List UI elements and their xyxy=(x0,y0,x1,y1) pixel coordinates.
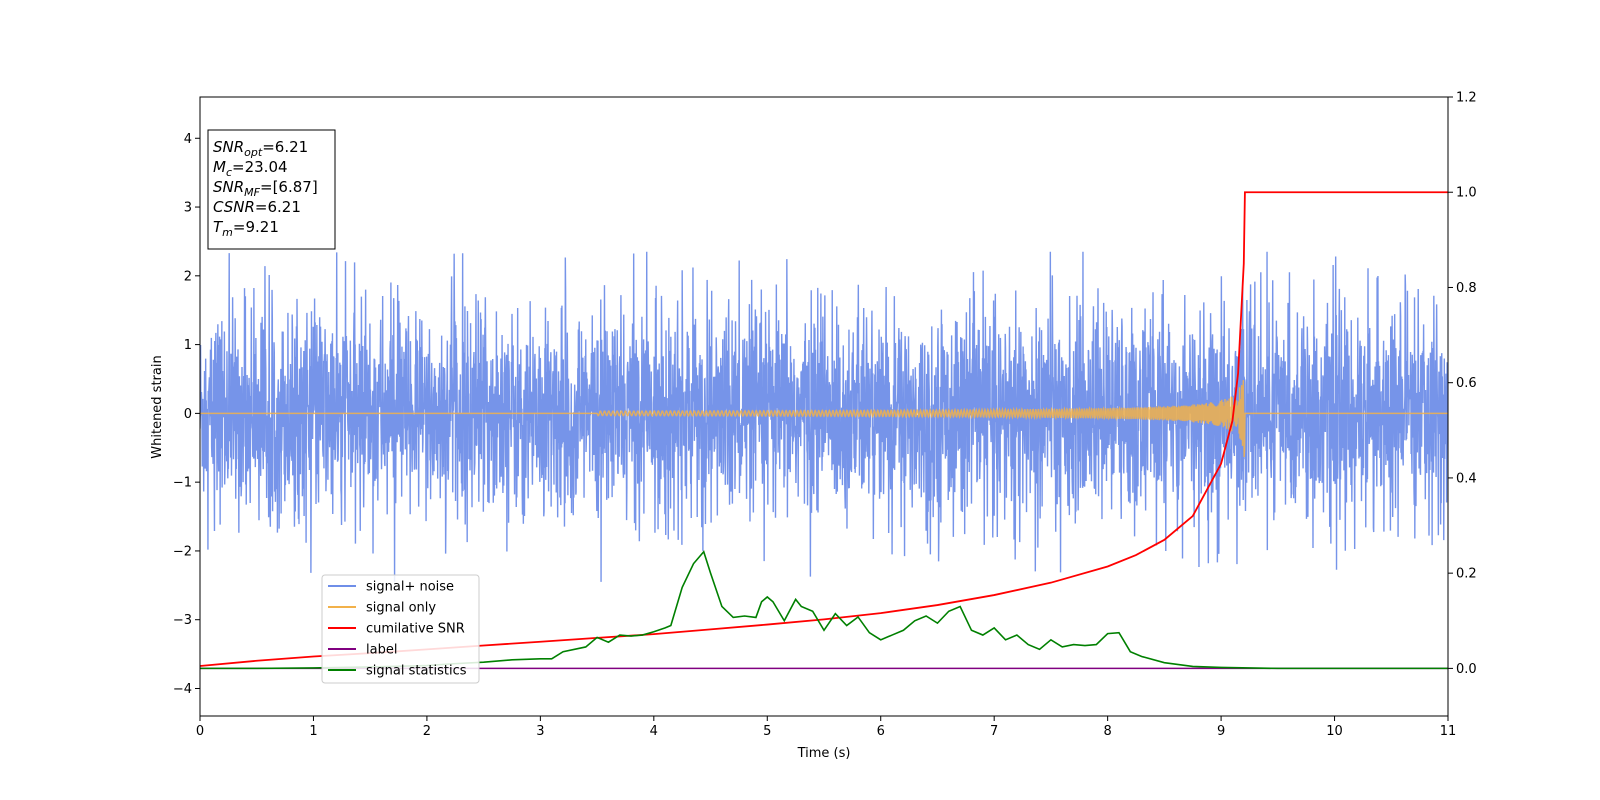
x-tick-label: 0 xyxy=(196,724,204,739)
info-line: Mc=23.04 xyxy=(213,158,288,179)
y-tick-label: 4 xyxy=(184,132,192,147)
x-tick-label: 5 xyxy=(763,724,771,739)
y2-tick-label: 0.2 xyxy=(1456,567,1477,582)
y-tick-label: −3 xyxy=(173,613,192,628)
y-tick-label: 2 xyxy=(184,269,192,284)
y-tick-label: 0 xyxy=(184,407,192,422)
y-tick-label: −1 xyxy=(173,476,192,491)
y2-tick-label: 1.2 xyxy=(1456,91,1477,106)
series-signal-noise-line xyxy=(200,251,1448,582)
info-line: Tm=9.21 xyxy=(213,218,279,239)
x-tick-label: 7 xyxy=(990,724,998,739)
info-line: SNRopt=6.21 xyxy=(213,138,308,159)
legend-label: cumilative SNR xyxy=(366,622,465,637)
info-line: SNRMF=[6.87] xyxy=(213,178,318,199)
info-box: SNRopt=6.21Mc=23.04SNRMF=[6.87]CSNR=6.21… xyxy=(207,129,336,250)
y-tick-label: 3 xyxy=(184,201,192,216)
y2-tick-label: 1.0 xyxy=(1456,186,1477,201)
x-tick-label: 2 xyxy=(423,724,431,739)
legend: signal+ noise signal only cumilative SNR la… xyxy=(321,574,480,684)
legend-label: signal only xyxy=(366,601,436,616)
y2-tick-label: 0.6 xyxy=(1456,376,1477,391)
y2-tick-label: 0.0 xyxy=(1456,662,1477,677)
y-tick-label: −2 xyxy=(173,544,192,559)
legend-frame xyxy=(321,574,480,684)
y2-tick-label: 0.8 xyxy=(1456,281,1477,296)
series-signal-only-line xyxy=(200,380,1448,458)
y-axis-right: 0.0 0.2 0.4 0.6 0.8 1.0 1.2 xyxy=(1448,91,1477,677)
legend-label: label xyxy=(366,643,397,658)
x-tick-label: 9 xyxy=(1217,724,1225,739)
legend-label: signal statistics xyxy=(366,664,467,679)
x-axis-label: Time (s) xyxy=(797,746,851,761)
x-tick-label: 1 xyxy=(309,724,317,739)
x-tick-label: 4 xyxy=(650,724,658,739)
y-tick-label: −4 xyxy=(173,682,192,697)
x-tick-label: 10 xyxy=(1326,724,1343,739)
y2-tick-label: 0.4 xyxy=(1456,471,1477,486)
y-axis-label: Whitened strain xyxy=(150,355,165,458)
x-axis: 0 1 2 3 4 5 6 7 8 9 10 11 xyxy=(196,716,1456,739)
x-tick-label: 11 xyxy=(1440,724,1457,739)
legend-label: signal+ noise xyxy=(366,580,454,595)
axes-frame xyxy=(199,96,1449,717)
series-signal-statistics-line xyxy=(200,550,1448,670)
x-tick-label: 8 xyxy=(1103,724,1111,739)
info-line: CSNR=6.21 xyxy=(213,198,301,216)
y-axis-left: −4 −3 −2 −1 0 1 2 3 4 xyxy=(173,132,200,697)
x-tick-label: 6 xyxy=(877,724,885,739)
x-tick-label: 3 xyxy=(536,724,544,739)
y-tick-label: 1 xyxy=(184,338,192,353)
info-box-frame xyxy=(207,129,336,250)
